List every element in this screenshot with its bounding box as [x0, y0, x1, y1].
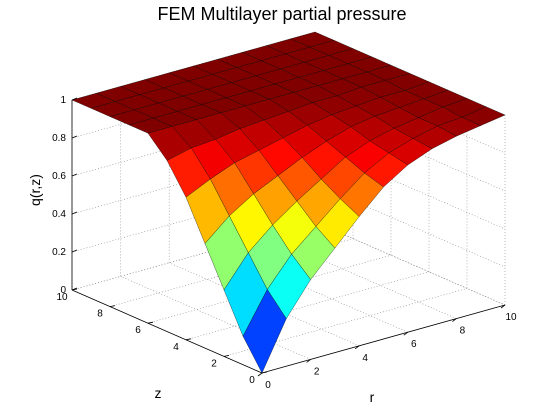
x-tick-label: 4	[362, 353, 368, 364]
y-tick	[223, 355, 230, 357]
z-tick-label: 0	[60, 285, 66, 296]
z-tick	[71, 135, 78, 139]
z-tick	[71, 97, 78, 101]
axis-line	[261, 304, 506, 374]
surface-patch	[242, 289, 287, 374]
x-tick-label: 2	[314, 366, 320, 377]
x-tick	[354, 345, 360, 350]
x-tick	[257, 372, 263, 377]
x-tick	[403, 331, 409, 336]
y-tick-label: 10	[56, 292, 68, 303]
x-axis-label: r	[370, 389, 375, 405]
z-tick-label: 1	[60, 95, 66, 106]
y-axis-label: z	[155, 385, 162, 401]
x-tick	[452, 318, 457, 322]
x-tick	[306, 359, 311, 363]
y-tick	[109, 305, 116, 307]
surface	[71, 31, 506, 374]
axis-line	[71, 289, 263, 374]
y-tick-label: 8	[97, 309, 103, 320]
z-tick	[71, 249, 78, 253]
y-tick-label: 6	[135, 325, 141, 336]
x-tick-label: 6	[411, 339, 417, 350]
x-tick-label: 8	[460, 326, 466, 337]
z-axis-label: q(r,z)	[27, 174, 43, 206]
y-tick-label: 0	[249, 375, 255, 386]
grid-line	[185, 271, 430, 341]
y-tick	[185, 338, 192, 341]
y-tick	[147, 321, 154, 324]
y-tick-label: 2	[211, 358, 217, 369]
z-tick-label: 0.4	[52, 209, 66, 220]
z-tick	[71, 173, 78, 177]
y-tick	[261, 371, 268, 374]
z-tick-label: 0.6	[52, 171, 66, 182]
chart-title: FEM Multilayer partial pressure	[157, 4, 406, 24]
x-tick-label: 10	[505, 312, 517, 323]
z-tick-label: 0.2	[52, 247, 66, 258]
y-tick-label: 4	[173, 342, 179, 353]
x-tick-label: 0	[265, 380, 271, 391]
z-tick	[71, 211, 78, 215]
x-tick	[500, 304, 506, 309]
z-tick	[71, 287, 78, 291]
z-tick-label: 0.8	[52, 133, 66, 144]
